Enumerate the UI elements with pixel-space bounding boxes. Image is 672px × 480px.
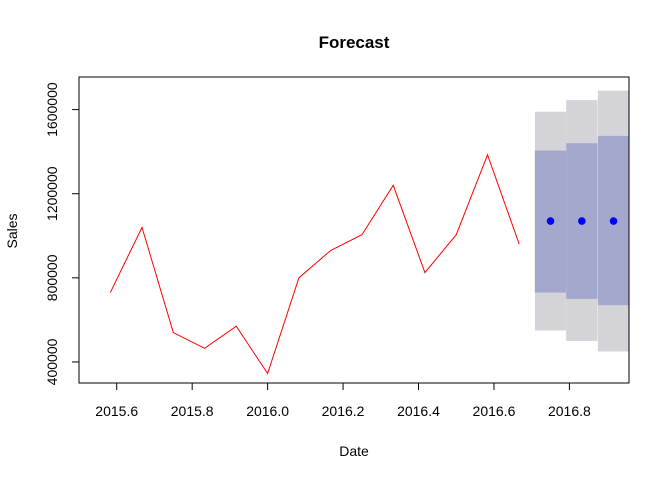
x-tick-label: 2016.8: [548, 403, 591, 419]
forecast-point: [578, 217, 586, 225]
plot-frame: [78, 76, 630, 384]
y-axis: 400000 800000 1200000 1600000: [44, 82, 80, 385]
x-axis-label: Date: [339, 443, 369, 459]
forecast-point-layer: [546, 217, 618, 225]
series-layer: [109, 153, 520, 375]
x-tick-label: 2015.6: [95, 403, 138, 419]
x-tick-label: 2016.0: [246, 403, 289, 419]
y-axis-label: Sales: [4, 213, 20, 248]
x-tick-label: 2016.2: [322, 403, 365, 419]
x-tick-label: 2015.8: [171, 403, 214, 419]
series-line: [109, 153, 520, 375]
x-axis: 2015.6 2015.8 2016.0 2016.2 2016.4 2016.6 2016…: [95, 382, 591, 419]
y-tick-label: 400000: [44, 338, 60, 385]
y-tick-label: 800000: [44, 254, 60, 301]
x-tick-label: 2016.4: [397, 403, 440, 419]
chart-title: Forecast: [319, 33, 390, 52]
forecast-point: [546, 217, 555, 225]
forecast-point: [609, 217, 618, 225]
y-tick-label: 1600000: [44, 82, 60, 137]
x-tick-label: 2016.6: [473, 403, 516, 419]
y-tick-label: 1200000: [44, 166, 60, 221]
